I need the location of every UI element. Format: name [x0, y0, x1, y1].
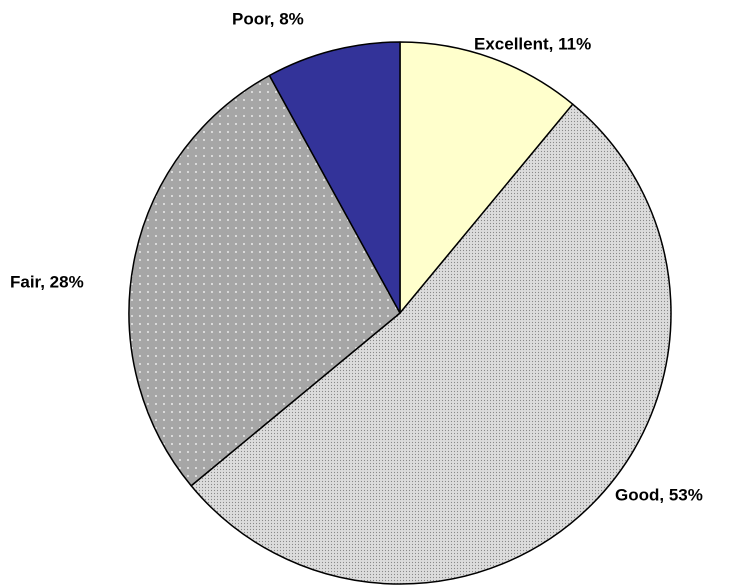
pie-slice: [268, 41, 401, 314]
data-label: Good, 53%: [615, 485, 703, 504]
data-label: Poor, 8%: [232, 9, 304, 28]
pie-slice: [128, 74, 401, 487]
pie-slice: [399, 41, 574, 314]
data-label: Excellent, 11%: [474, 34, 591, 53]
data-label: Fair, 28%: [10, 272, 84, 291]
pie-slice: [190, 103, 672, 585]
